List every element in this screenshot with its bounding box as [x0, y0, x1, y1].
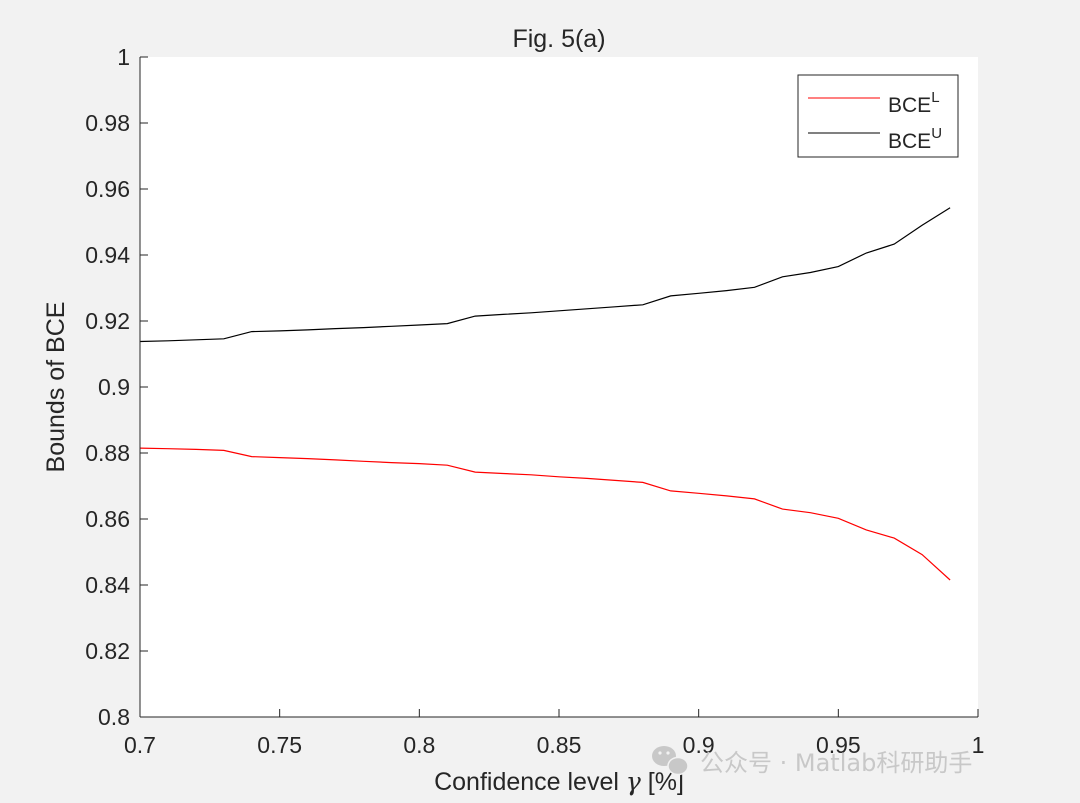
y-axis-label: Bounds of BCE	[42, 302, 70, 473]
x-tick-label: 1	[972, 732, 985, 758]
wechat-icon	[652, 746, 689, 776]
legend-label-upper: BCEU	[888, 125, 942, 153]
y-tick-label: 0.86	[85, 506, 130, 532]
x-tick-label: 0.85	[537, 732, 582, 758]
legend: BCEL BCEU	[797, 74, 959, 158]
watermark: 公众号 · Matlab科研助手	[652, 746, 972, 777]
y-tick-label: 0.94	[85, 242, 130, 268]
watermark-text: 公众号 · Matlab科研助手	[700, 749, 972, 777]
series-line-lower	[139, 447, 951, 581]
y-tick-label: 0.96	[85, 176, 130, 202]
x-tick-label: 0.8	[403, 732, 435, 758]
legend-label-lower: BCEL	[888, 89, 940, 117]
series-layer	[139, 207, 951, 581]
x-axis-label: Confidence level γ [%]	[434, 767, 684, 796]
plot-area	[140, 57, 978, 717]
legend-box	[797, 74, 959, 158]
chart-title: Fig. 5(a)	[512, 25, 605, 53]
y-tick-label: 1	[117, 44, 130, 70]
y-tick-label: 0.84	[85, 572, 130, 598]
x-tick-label: 0.75	[257, 732, 302, 758]
x-tick-label: 0.9	[683, 732, 715, 758]
y-tick-label: 0.88	[85, 440, 130, 466]
series-line-upper	[139, 207, 951, 343]
x-tick-label: 0.95	[816, 732, 861, 758]
y-tick-label: 0.9	[98, 374, 130, 400]
tick-layer: 0.7 0.75 0.8 0.85 0.9 0.95 1 0.8 0.82 0.84 0.86 0.8…	[85, 44, 984, 758]
y-tick-label: 0.82	[85, 638, 130, 664]
y-tick-label: 0.98	[85, 110, 130, 136]
y-tick-label: 0.92	[85, 308, 130, 334]
y-tick-label: 0.8	[98, 704, 130, 730]
x-tick-label: 0.7	[124, 732, 156, 758]
